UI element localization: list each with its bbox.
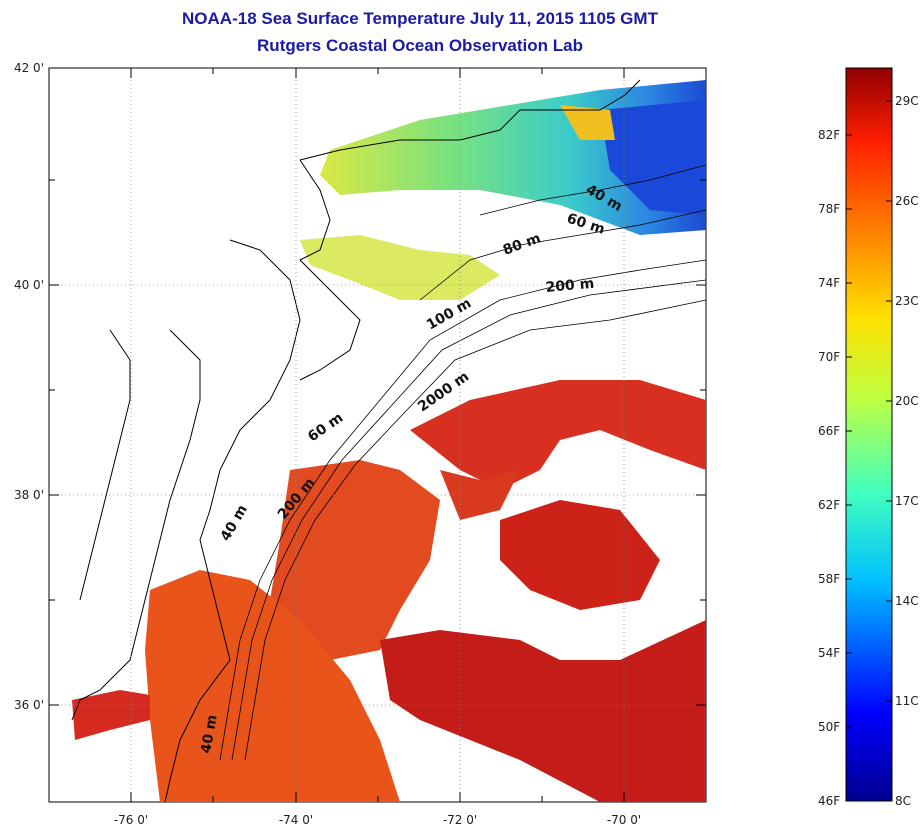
y-tick-label: 38 0' [14, 488, 44, 502]
y-tick-label: 36 0' [14, 698, 44, 712]
colorbar [845, 67, 893, 802]
colorbar-f-label: 46F [818, 794, 841, 808]
colorbar-f-label: 62F [818, 498, 841, 512]
scattered-sst-patch [440, 470, 520, 520]
cool-patch [300, 235, 500, 300]
y-tick-label: 40 0' [14, 278, 44, 292]
yellow-patch [560, 105, 615, 140]
southeast-sst-patch [380, 620, 706, 802]
colorbar-c-label: 23C [895, 294, 919, 308]
colorbar-f-label: 78F [818, 202, 841, 216]
offshore-sst-patch [410, 380, 706, 490]
coastline [71, 79, 641, 802]
colorbar-c-label: 11C [895, 694, 919, 708]
colorbar-f-label: 54F [818, 646, 841, 660]
grid [49, 68, 706, 802]
colorbar-c-label: 17C [895, 494, 919, 508]
colorbar-f-label: 50F [818, 720, 841, 734]
y-tick-label: 42 0' [14, 61, 44, 75]
mid-sst-patch [270, 460, 440, 660]
colorbar-f-label: 58F [818, 572, 841, 586]
colorbar-c-label: 29C [895, 94, 919, 108]
bay-sst-patch [72, 690, 150, 740]
map-subtitle: Rutgers Coastal Ocean Observation Lab [257, 36, 583, 55]
colorbar-f-label: 82F [818, 128, 841, 142]
colorbar-c-label: 8C [895, 794, 912, 808]
contour-label: 200 m [545, 276, 595, 296]
x-tick-label: -72 0' [443, 813, 477, 827]
colorbar-c-label: 14C [895, 594, 919, 608]
bathymetry-contours [219, 164, 706, 761]
x-tick-label: -70 0' [607, 813, 641, 827]
map-title: NOAA-18 Sea Surface Temperature July 11,… [182, 9, 658, 28]
colorbar-c-label: 20C [895, 394, 919, 408]
cold-core-patch [600, 100, 706, 215]
contour-label: 40 m [198, 714, 221, 755]
south-sst-patch [145, 570, 400, 802]
x-tick-label: -74 0' [279, 813, 313, 827]
colorbar-f-label: 70F [818, 350, 841, 364]
colorbar-c-label: 26C [895, 194, 919, 208]
east-sst-patch [500, 500, 660, 610]
colorbar-ticks [846, 100, 892, 728]
colorbar-f-label: 74F [818, 276, 841, 290]
frame-ticks [49, 67, 706, 802]
sst-field [72, 80, 706, 802]
x-tick-label: -76 0' [114, 813, 148, 827]
colorbar-f-label: 66F [818, 424, 841, 438]
